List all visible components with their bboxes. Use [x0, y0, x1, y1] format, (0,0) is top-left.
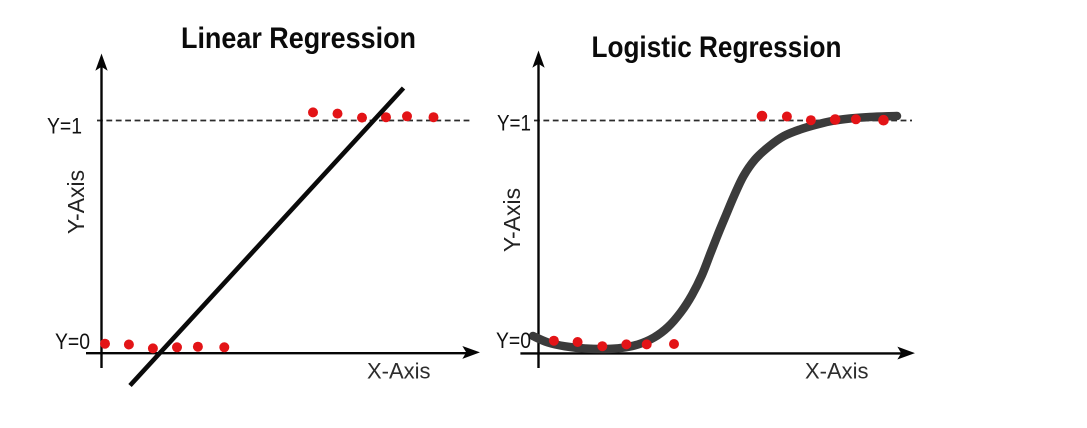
svg-text:Logistic Regression: Logistic Regression: [592, 31, 842, 64]
svg-text:Y=0: Y=0: [496, 328, 531, 353]
svg-text:X-Axis: X-Axis: [805, 359, 869, 384]
svg-text:Linear Regression: Linear Regression: [181, 22, 416, 55]
svg-text:X-Axis: X-Axis: [367, 359, 431, 384]
svg-text:Y=1: Y=1: [47, 114, 82, 139]
svg-text:Y-Axis: Y-Axis: [63, 170, 89, 234]
svg-text:Y=1: Y=1: [497, 111, 531, 136]
svg-text:Y=0: Y=0: [55, 329, 90, 354]
svg-text:Y-Axis: Y-Axis: [499, 188, 525, 252]
